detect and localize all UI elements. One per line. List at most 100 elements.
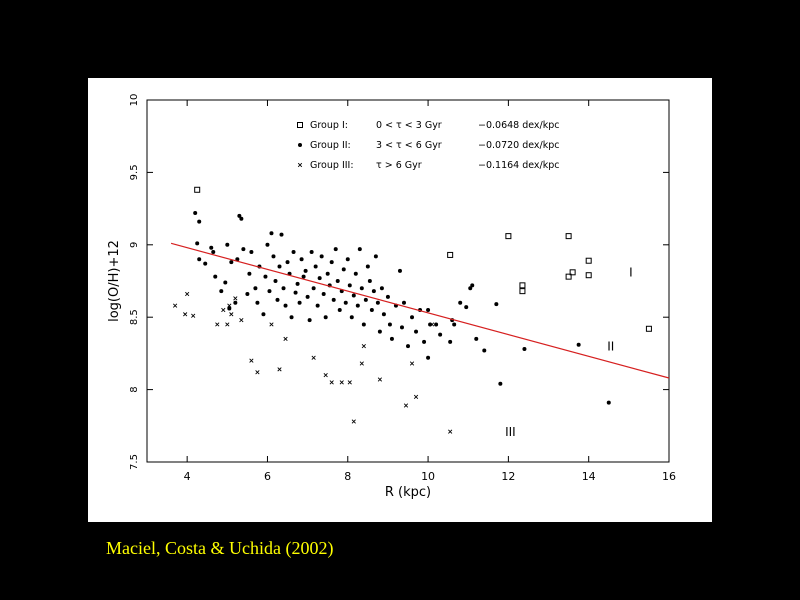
data-point: [403, 403, 409, 408]
data-point: [406, 344, 410, 349]
data-point: [335, 279, 340, 283]
data-point: [337, 307, 342, 312]
x-tick-label: 12: [501, 470, 515, 483]
x-tick-label: 4: [184, 470, 191, 483]
legend-marker-square: [297, 122, 303, 128]
group-annotation: II: [607, 340, 614, 354]
data-point: [377, 329, 382, 334]
data-point: [569, 269, 576, 276]
data-point: [367, 279, 372, 283]
data-point: [347, 283, 352, 288]
data-point: [229, 312, 234, 317]
data-point: [448, 429, 453, 434]
data-point: [361, 344, 366, 349]
data-point: [265, 242, 270, 247]
data-point: [498, 381, 503, 386]
legend: Group I: 0 < τ < 3 Gyr −0.0648 dex/kpc Grou…: [297, 120, 560, 171]
data-point: [373, 254, 378, 259]
y-axis-label: log(O/H)+12: [107, 240, 122, 322]
data-point: [361, 322, 366, 327]
data-point: [295, 281, 300, 286]
data-point: [389, 336, 394, 341]
data-point: [351, 419, 356, 424]
data-point: [245, 292, 250, 297]
data-point: [172, 303, 178, 308]
data-point: [363, 297, 368, 302]
data-point: [221, 307, 226, 313]
data-point: [470, 283, 475, 288]
data-point: [285, 260, 290, 265]
data-point: [505, 233, 512, 240]
data-point: [357, 247, 362, 252]
data-point: [233, 296, 238, 301]
data-point: [434, 322, 439, 327]
data-point: [194, 186, 201, 193]
legend-marker-cross: [297, 162, 303, 168]
data-point: [237, 213, 242, 218]
data-point: [193, 210, 198, 215]
data-point: [429, 322, 435, 327]
legend-gradient: −0.0648 dex/kpc: [478, 120, 560, 131]
data-point: [283, 336, 288, 342]
data-point: [225, 242, 230, 247]
legend-age-range: 0 < τ < 3 Gyr: [376, 120, 442, 131]
data-point: [227, 306, 232, 311]
data-point: [309, 250, 314, 255]
data-point: [414, 329, 419, 334]
y-tick-label: 9.5: [129, 164, 140, 180]
y-tick-label: 8: [129, 386, 140, 392]
data-point: [297, 300, 302, 305]
y-tick-label: 10: [129, 94, 140, 107]
data-point: [397, 268, 402, 273]
data-point: [522, 347, 527, 352]
chart-panel: 4 6 8 10 12 14 16 7.5 8 8.5 9 9.5 10 Group I: 0 < τ <…: [88, 78, 712, 522]
data-point: [482, 348, 487, 353]
data-point: [565, 273, 572, 280]
data-point: [325, 271, 330, 276]
data-point: [413, 394, 419, 399]
legend-group-label: Group II:: [310, 140, 351, 151]
data-point: [468, 286, 473, 291]
data-point: [225, 322, 230, 327]
x-tick-label: 16: [662, 470, 676, 483]
data-point: [191, 313, 196, 318]
x-tick-label: 6: [264, 470, 271, 483]
data-point: [271, 254, 276, 259]
data-point: [269, 322, 274, 327]
data-point: [209, 245, 214, 250]
data-point: [289, 315, 294, 320]
data-point: [576, 342, 581, 347]
data-point: [387, 322, 392, 327]
data-point: [267, 289, 272, 294]
x-axis-label: R (kpc): [385, 485, 431, 500]
data-point: [219, 289, 224, 294]
data-point: [426, 355, 431, 360]
data-point: [399, 325, 404, 330]
data-point: [365, 264, 370, 269]
x-tick-label: 14: [582, 470, 596, 483]
data-point: [213, 274, 218, 279]
data-point: [353, 271, 358, 276]
data-point: [447, 251, 454, 258]
data-point: [321, 292, 326, 297]
data-point: [275, 297, 280, 302]
data-point: [249, 358, 254, 363]
data-point: [347, 380, 352, 385]
x-tick-label: 10: [421, 470, 435, 483]
data-point: [385, 294, 390, 299]
y-tick-label: 8.5: [129, 309, 140, 325]
data-point: [438, 332, 443, 337]
data-point: [381, 312, 386, 317]
data-point: [291, 250, 296, 255]
legend-group-label: Group III:: [310, 160, 354, 171]
data-point: [317, 276, 322, 281]
series-group-iii: [172, 291, 453, 434]
data-point: [223, 280, 228, 285]
data-point: [355, 303, 360, 308]
citation-caption: Maciel, Costa & Uchida (2002): [106, 538, 334, 558]
data-point: [319, 254, 324, 259]
data-point: [448, 339, 453, 344]
plot-area-frame: [146, 99, 670, 463]
legend-group-label: Group I:: [310, 120, 348, 131]
data-point: [329, 380, 334, 385]
